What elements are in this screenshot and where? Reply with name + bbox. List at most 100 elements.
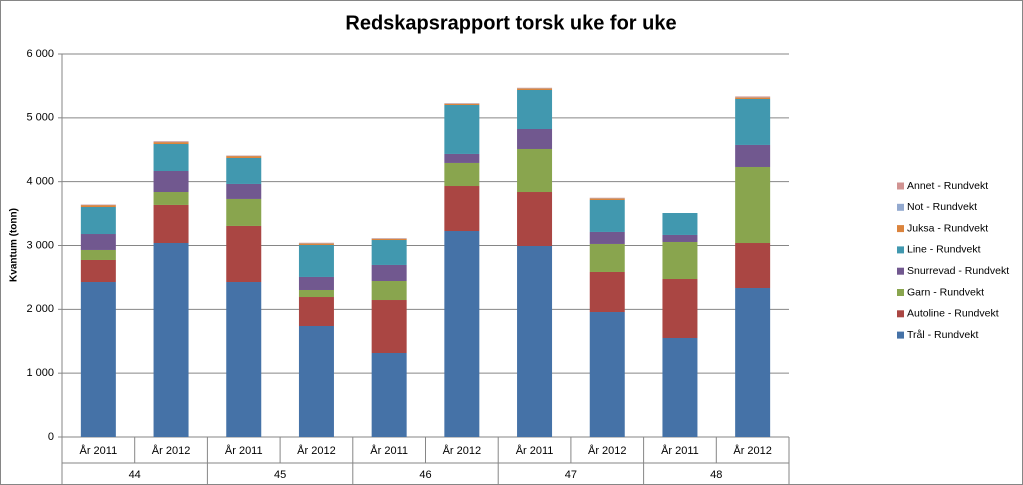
y-tick-label: 4 000 xyxy=(26,176,54,188)
bar-segment xyxy=(298,297,334,326)
y-tick-label: 3 000 xyxy=(26,239,54,251)
bar-segment xyxy=(298,276,334,290)
bar-segment xyxy=(735,99,771,145)
bar-segment xyxy=(153,141,189,142)
x-tick-label: År 2011 xyxy=(661,444,699,457)
legend-swatch xyxy=(897,182,904,190)
legend-swatch xyxy=(897,267,904,275)
bar-segment xyxy=(735,97,771,100)
bar-segment xyxy=(80,207,116,235)
bar-segment xyxy=(226,183,262,199)
bar-segment xyxy=(662,213,698,235)
bar-segment xyxy=(371,352,407,437)
bar-segment xyxy=(735,243,771,289)
legend-label: Trål - Rundvekt xyxy=(907,329,978,341)
bar-segment xyxy=(153,192,189,205)
legend-label: Not - Rundvekt xyxy=(907,201,977,213)
bar-segment xyxy=(444,105,480,154)
bar-segment xyxy=(444,103,480,106)
bar-segment xyxy=(226,198,262,226)
bar-segment xyxy=(517,88,553,91)
chart-title: Redskapsrapport torsk uke for uke xyxy=(345,12,676,34)
bar-segment xyxy=(80,282,116,437)
legend-swatch xyxy=(897,246,904,254)
legend-label: Line - Rundvekt xyxy=(907,244,981,256)
x-tick-label: År 2011 xyxy=(370,444,408,457)
legend-label: Juksa - Rundvekt xyxy=(907,222,988,234)
bar-segment xyxy=(589,231,625,244)
y-tick-label: 5 000 xyxy=(26,112,54,124)
bar-segment xyxy=(80,249,116,260)
bar-segment xyxy=(589,198,625,200)
legend-swatch xyxy=(897,225,904,233)
bar-segment xyxy=(589,271,625,313)
legend-swatch xyxy=(897,331,904,339)
bar-segment xyxy=(226,282,262,437)
bar-segment xyxy=(153,144,189,172)
bar-segment xyxy=(298,325,334,437)
bar-segment xyxy=(662,337,698,437)
x-tick-label: År 2011 xyxy=(225,444,263,457)
y-tick-label: 0 xyxy=(48,431,54,443)
x-tick-label: År 2012 xyxy=(733,444,772,457)
bar-segment xyxy=(153,243,189,437)
bar-segment xyxy=(517,129,553,149)
group-label: 47 xyxy=(565,469,577,481)
bar-segment xyxy=(371,240,407,265)
bar-segment xyxy=(662,279,698,338)
bar-segment xyxy=(153,171,189,193)
bar-segment xyxy=(517,246,553,437)
bar-segment xyxy=(80,205,116,208)
x-tick-label: År 2012 xyxy=(297,444,336,457)
legend-label: Snurrevad - Rundvekt xyxy=(907,265,1009,277)
bar-segment xyxy=(662,241,698,280)
bar-segment xyxy=(517,192,553,247)
bar-segment xyxy=(589,243,625,272)
bar-segment xyxy=(226,225,262,283)
y-tick-label: 2 000 xyxy=(26,303,54,315)
bar-segment xyxy=(371,238,407,241)
bar-segment xyxy=(226,156,262,158)
legend-label: Garn - Rundvekt xyxy=(907,286,984,298)
bar-segment xyxy=(662,234,698,242)
bar-segment xyxy=(444,186,480,232)
bar-segment xyxy=(589,199,625,232)
bar-segment xyxy=(298,244,334,277)
bar-segment xyxy=(153,204,189,244)
legend-label: Annet - Rundvekt xyxy=(907,180,988,192)
x-tick-label: År 2012 xyxy=(588,444,627,457)
bar-segment xyxy=(735,144,771,167)
legend-label: Autoline - Rundvekt xyxy=(907,308,999,320)
bar-segment xyxy=(735,288,771,437)
legend-swatch xyxy=(897,310,904,318)
bar-segment xyxy=(517,148,553,193)
bar-segment xyxy=(371,300,407,353)
x-tick-label: År 2012 xyxy=(443,444,482,457)
x-tick-label: År 2011 xyxy=(516,444,554,457)
group-label: 44 xyxy=(129,469,141,481)
bar-segment xyxy=(226,157,262,184)
bar-segment xyxy=(298,243,334,245)
y-tick-label: 6 000 xyxy=(26,48,54,60)
bar-segment xyxy=(517,90,553,130)
bar-segment xyxy=(371,264,407,281)
bar-segment xyxy=(444,231,480,437)
bar-segment xyxy=(371,280,407,301)
group-label: 45 xyxy=(274,469,286,481)
x-tick-label: År 2011 xyxy=(79,444,117,457)
group-label: 46 xyxy=(419,469,431,481)
x-tick-label: År 2012 xyxy=(152,444,191,457)
bar-segment xyxy=(80,259,116,283)
bar-segment xyxy=(444,162,480,187)
bar-segment xyxy=(298,289,334,298)
y-tick-label: 1 000 xyxy=(26,367,54,379)
bar-segment xyxy=(444,153,480,163)
group-label: 48 xyxy=(710,469,722,481)
bar-segment xyxy=(153,142,189,145)
legend-swatch xyxy=(897,289,904,296)
bar-segment xyxy=(735,96,771,98)
bar-segment xyxy=(735,166,771,244)
bar-segment xyxy=(589,312,625,437)
y-axis-label: Kvantum (tonn) xyxy=(9,208,20,282)
